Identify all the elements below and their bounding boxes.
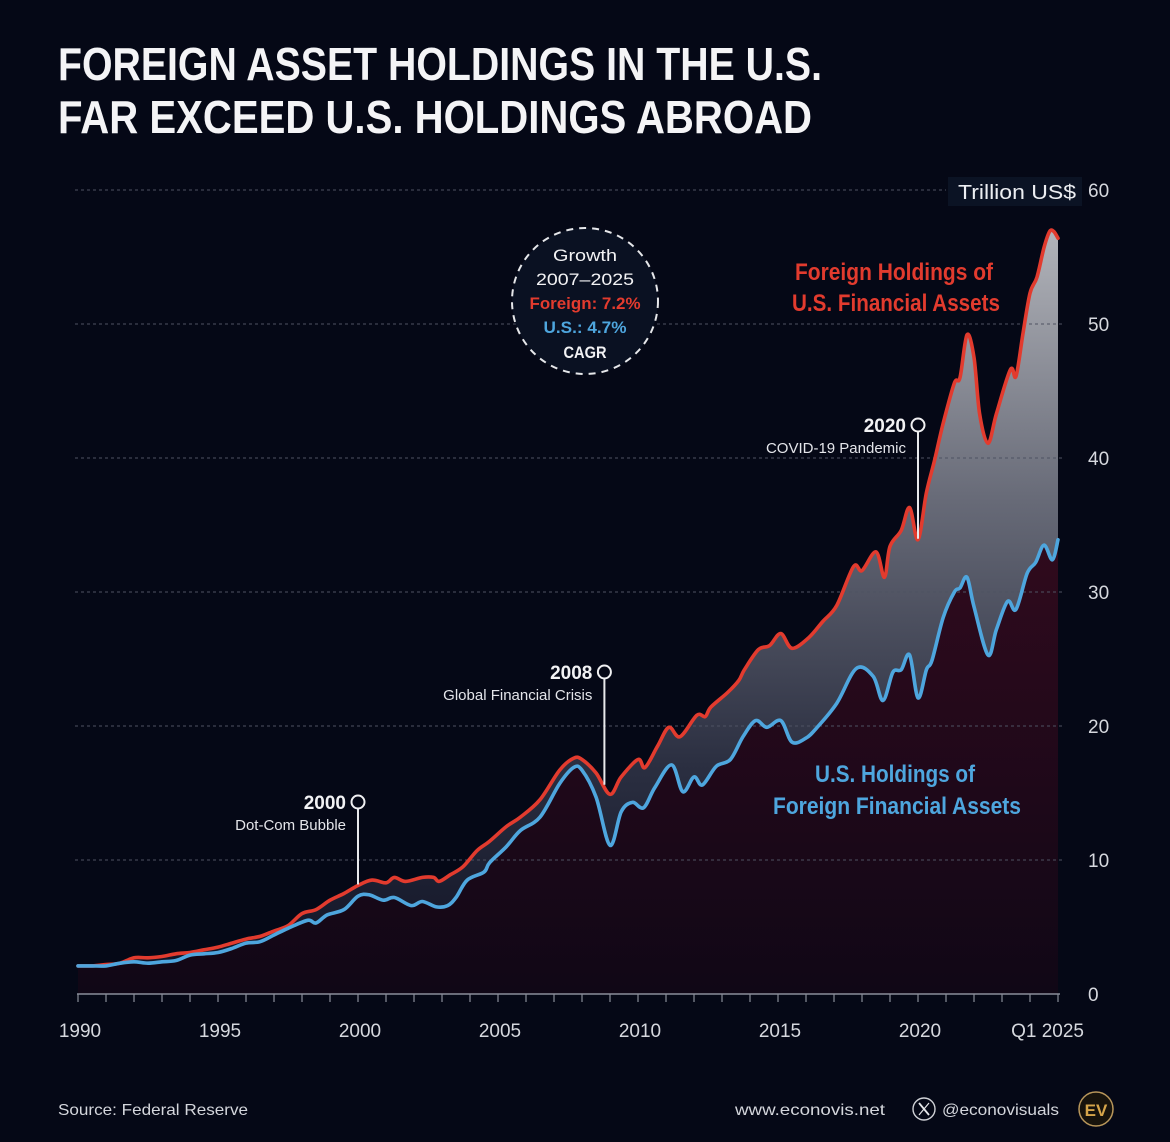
foreign-label-line-2: U.S. Financial Assets [792, 290, 1000, 317]
callout-circle [511, 227, 659, 375]
x-tick-label: 1995 [199, 1021, 241, 1042]
annotations: 2000 Dot-Com Bubble 2008 Global Financial C… [235, 416, 926, 885]
us-label-line-1: U.S. Holdings of [815, 761, 976, 788]
x-tick-label: 2015 [759, 1021, 801, 1042]
annotation-label: Dot-Com Bubble [235, 817, 346, 834]
title-line-1: FOREIGN ASSET HOLDINGS IN THE U.S. [58, 38, 822, 90]
callout-heading: Growth [553, 246, 617, 265]
y-tick-label: 40 [1088, 449, 1109, 470]
callout-period: 2007–2025 [536, 270, 634, 289]
y-tick-label: 20 [1088, 717, 1109, 738]
y-axis-unit-label: Trillion US$ [948, 177, 1082, 206]
annotation-label: COVID-19 Pandemic [766, 440, 907, 457]
x-logo-icon[interactable] [912, 1097, 936, 1121]
annotation-year: 2020 [864, 416, 906, 437]
callout-us-cagr: U.S.: 4.7% [544, 318, 627, 337]
growth-callout: Growth 2007–2025 Foreign: 7.2% U.S.: 4.7… [511, 227, 659, 375]
circle-marker-icon [596, 664, 612, 680]
y-axis: 0 10 20 30 40 50 60 [1088, 181, 1109, 1006]
title-line-2: FAR EXCEED U.S. HOLDINGS ABROAD [58, 91, 812, 143]
us-series-label: U.S. Holdings of Foreign Financial Asset… [773, 761, 1021, 820]
y-tick-label: 60 [1088, 181, 1109, 202]
annotation-2020: 2020 COVID-19 Pandemic [766, 416, 926, 539]
foreign-series-label: Foreign Holdings of U.S. Financial Asset… [792, 259, 1000, 317]
source-note: Source: Federal Reserve [58, 1102, 248, 1119]
y-tick-label: 0 [1088, 985, 1099, 1006]
circle-marker-icon [910, 417, 926, 433]
annotation-2000: 2000 Dot-Com Bubble [235, 793, 366, 885]
foreign-holdings-line [76, 228, 1060, 968]
x-tick-label: 2005 [479, 1021, 521, 1042]
area-layer [78, 230, 1058, 995]
x-tick-label: 1990 [59, 1021, 101, 1042]
callout-foreign-cagr: Foreign: 7.2% [530, 294, 641, 313]
x-tick-label: 2020 [899, 1021, 941, 1042]
website-link[interactable]: www.econovis.net [734, 1102, 886, 1119]
us-holdings-line [76, 537, 1060, 968]
foreign-label-line-1: Foreign Holdings of [795, 259, 994, 286]
annotation-year: 2008 [550, 663, 592, 684]
footer: Source: Federal Reserve www.econovis.net… [58, 1091, 1114, 1127]
x-tick-label: 2000 [339, 1021, 381, 1042]
ev-logo-text: EV [1085, 1101, 1108, 1120]
annotation-year: 2000 [304, 793, 346, 814]
social-handle[interactable]: @econovisuals [942, 1102, 1059, 1119]
us-label-line-2: Foreign Financial Assets [773, 793, 1021, 820]
callout-metric: CAGR [564, 343, 607, 362]
chart-title: FOREIGN ASSET HOLDINGS IN THE U.S. FAR E… [58, 38, 822, 143]
circle-marker-icon [350, 794, 366, 810]
x-tick-label: 2010 [619, 1021, 661, 1042]
line-layer [76, 228, 1060, 968]
y-tick-label: 30 [1088, 583, 1109, 604]
x-axis-labels: 1990 1995 2000 2005 2010 2015 2020 Q1 2025 [59, 1021, 1084, 1042]
x-tick-label: Q1 2025 [1011, 1021, 1084, 1042]
y-tick-label: 10 [1088, 851, 1109, 872]
us-holdings-area [78, 539, 1058, 994]
y-tick-label: 50 [1088, 315, 1109, 336]
y-axis-unit: Trillion US$ [958, 182, 1076, 204]
ev-logo-icon: EV [1078, 1091, 1114, 1127]
annotation-2008: 2008 Global Financial Crisis [443, 663, 612, 785]
x-axis [77, 993, 1060, 1002]
unit-label-box [948, 177, 1082, 206]
grid-layer [75, 189, 1062, 861]
annotation-label: Global Financial Crisis [443, 687, 592, 704]
